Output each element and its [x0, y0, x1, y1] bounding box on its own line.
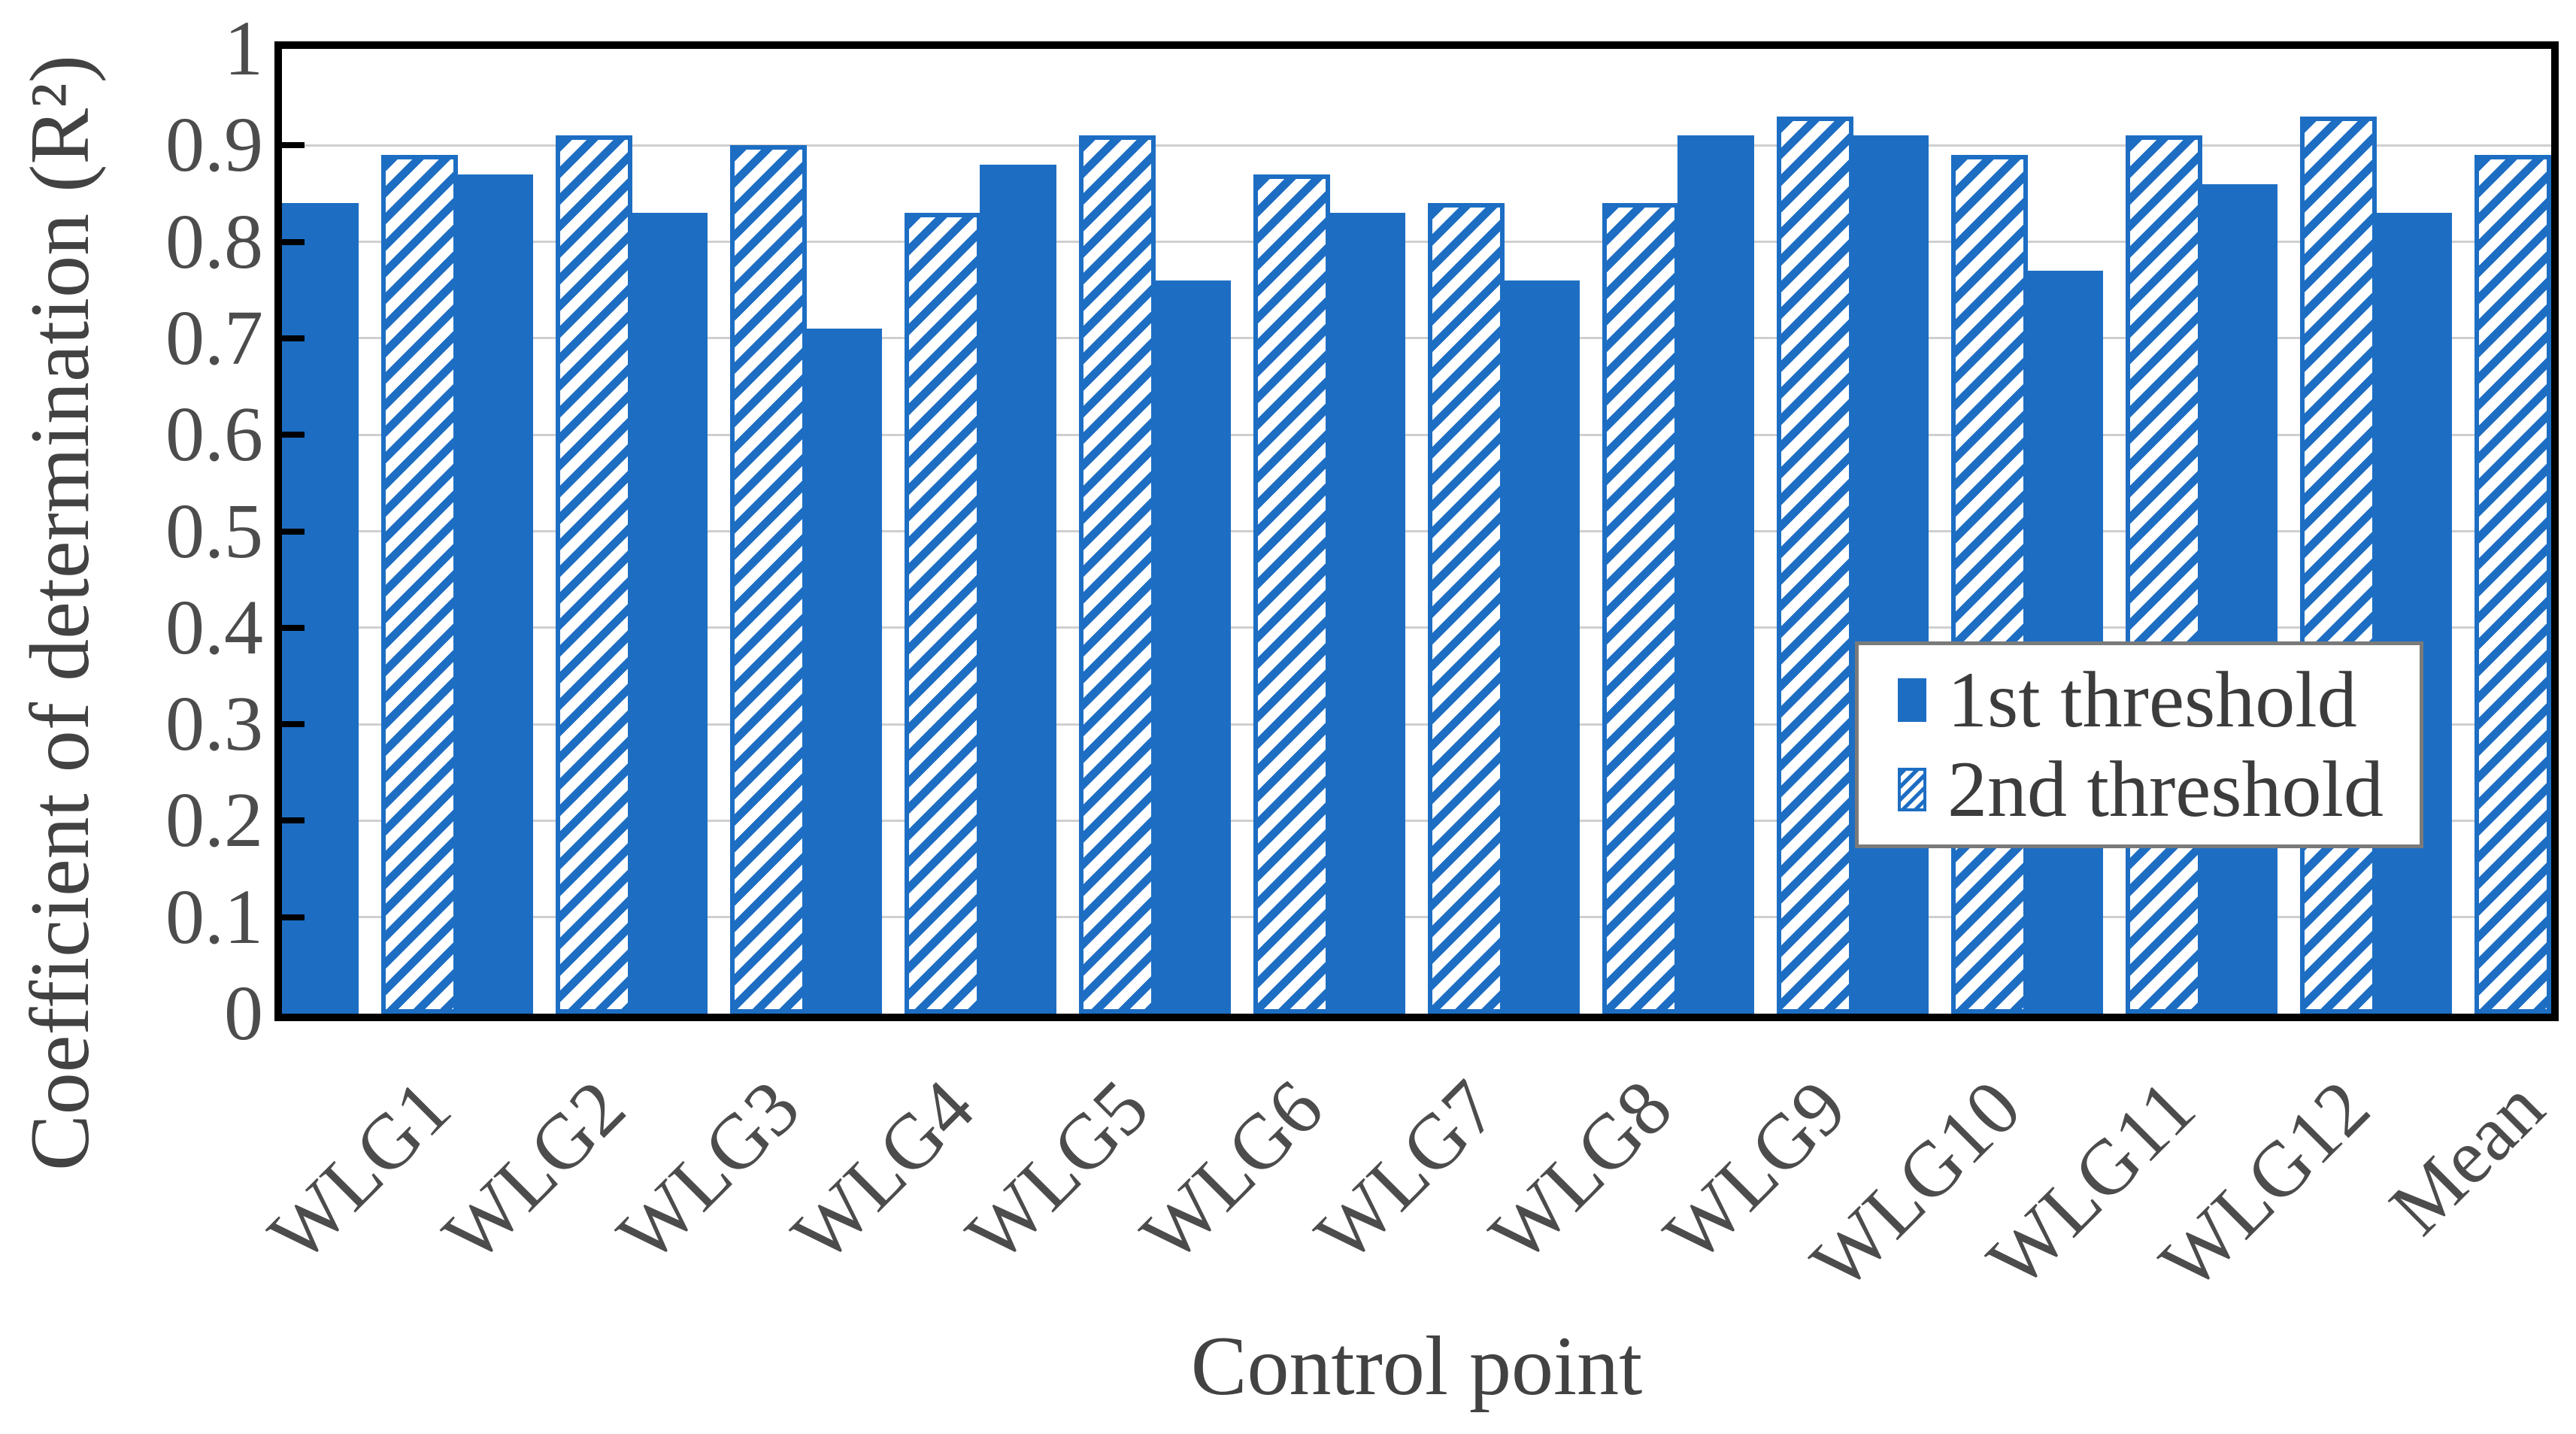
y-tick-mark-0.9: [282, 142, 305, 149]
bar-1st-threshold-wlg5: [980, 164, 1056, 1014]
bar-1st-threshold-mean: [2375, 213, 2452, 1014]
bar-2nd-threshold-mean: [2474, 155, 2551, 1014]
y-tick-mark-0.4: [282, 624, 305, 631]
bar-1st-threshold-wlg3: [631, 213, 708, 1014]
y-tick-label-0.9: 0.9: [165, 102, 263, 189]
bar-1st-threshold-wlg2: [456, 174, 533, 1014]
y-tick-label-1: 1: [224, 5, 263, 92]
gridline-0.5: [282, 530, 2551, 532]
bar-1st-threshold-wlg6: [1154, 280, 1231, 1014]
bar-1st-threshold-wlg10: [1852, 135, 1929, 1014]
bar-1st-threshold-wlg4: [805, 329, 882, 1014]
bar-1st-threshold-wlg1: [282, 203, 359, 1014]
legend-swatch-solid: [1898, 678, 1926, 723]
y-tick-mark-0.3: [282, 721, 305, 728]
y-tick-label-0.3: 0.3: [165, 681, 263, 768]
y-tick-label-0.2: 0.2: [165, 777, 263, 864]
bar-2nd-threshold-wlg11: [2126, 135, 2202, 1014]
y-tick-mark-0.2: [282, 817, 305, 824]
bar-2nd-threshold-wlg1: [381, 155, 458, 1014]
legend-label-1st-threshold: 1st threshold: [1947, 656, 2357, 744]
gridline-0.7: [282, 337, 2551, 340]
y-tick-mark-0.5: [282, 528, 305, 535]
gridline-0.9: [282, 144, 2551, 147]
y-tick-label-0.8: 0.8: [165, 198, 263, 285]
legend-label-2nd-threshold: 2nd threshold: [1947, 744, 2384, 833]
y-tick-mark-0.8: [282, 238, 305, 245]
bar-2nd-threshold-wlg6: [1253, 174, 1330, 1014]
bar-2nd-threshold-wlg2: [556, 135, 632, 1014]
legend: 1st threshold 2nd threshold: [1855, 641, 2423, 848]
y-tick-mark-0.6: [282, 432, 305, 438]
bar-1st-threshold-wlg8: [1503, 280, 1580, 1014]
gridline-0.4: [282, 626, 2551, 629]
legend-swatch-hatched: [1898, 767, 1926, 811]
legend-item-2nd-threshold: 2nd threshold: [1898, 744, 2412, 833]
bar-2nd-threshold-wlg4: [905, 213, 981, 1014]
gridline-0.3: [282, 723, 2551, 726]
bar-2nd-threshold-wlg5: [1079, 135, 1156, 1014]
gridline-0.1: [282, 916, 2551, 919]
bar-2nd-threshold-wlg7: [1428, 203, 1505, 1014]
bar-1st-threshold-wlg9: [1677, 135, 1754, 1014]
gridline-0.8: [282, 241, 2551, 244]
bar-2nd-threshold-wlg12: [2300, 116, 2377, 1014]
y-tick-label-0.1: 0.1: [165, 873, 263, 960]
y-tick-label-0: 0: [224, 970, 263, 1057]
gridline-0.2: [282, 819, 2551, 822]
x-axis-title: Control point: [1190, 1320, 1643, 1413]
y-tick-mark-0.1: [282, 914, 305, 920]
y-tick-mark-0.7: [282, 335, 305, 341]
bar-2nd-threshold-wlg10: [1951, 155, 2028, 1014]
bar-1st-threshold-wlg7: [1329, 213, 1405, 1014]
y-tick-label-0.5: 0.5: [165, 487, 263, 575]
bar-1st-threshold-wlg12: [2201, 183, 2277, 1014]
y-tick-label-0.7: 0.7: [165, 294, 263, 381]
legend-item-1st-threshold: 1st threshold: [1898, 659, 2412, 741]
gridline-0.6: [282, 433, 2551, 436]
bar-2nd-threshold-wlg3: [730, 145, 807, 1014]
y-tick-label-0.4: 0.4: [165, 584, 263, 671]
plot-area: [274, 41, 2559, 1021]
y-tick-label-0.6: 0.6: [165, 391, 263, 478]
bar-2nd-threshold-wlg9: [1777, 116, 1853, 1014]
bar-2nd-threshold-wlg8: [1602, 203, 1679, 1014]
